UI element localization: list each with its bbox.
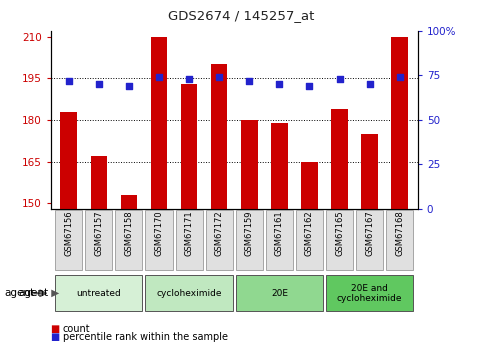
Text: agent: agent [5,288,35,298]
Text: GSM67162: GSM67162 [305,210,314,256]
FancyBboxPatch shape [145,275,233,312]
Point [65,78,72,83]
Point [306,83,313,89]
Text: GDS2674 / 145257_at: GDS2674 / 145257_at [168,9,315,22]
Bar [151,37,167,209]
Point [275,82,283,87]
Bar [331,109,348,209]
Point [245,78,253,83]
Text: 20E: 20E [271,289,288,298]
Point [215,75,223,80]
FancyBboxPatch shape [176,210,203,269]
FancyBboxPatch shape [326,275,413,312]
Text: 20E and
cycloheximide: 20E and cycloheximide [337,284,402,303]
Text: ▶: ▶ [48,288,59,298]
Text: GSM67171: GSM67171 [185,210,194,256]
FancyBboxPatch shape [145,210,172,269]
FancyBboxPatch shape [386,210,413,269]
Point [185,76,193,82]
Text: GSM67167: GSM67167 [365,210,374,256]
Point [155,75,163,80]
Bar [361,134,378,209]
FancyBboxPatch shape [55,210,82,269]
Bar [181,84,198,209]
Text: ■: ■ [51,324,63,334]
FancyBboxPatch shape [206,210,233,269]
FancyBboxPatch shape [236,275,323,312]
FancyBboxPatch shape [115,210,142,269]
Text: untreated: untreated [76,289,121,298]
Text: count: count [63,324,90,334]
Bar [271,123,288,209]
Text: ■: ■ [51,333,63,342]
FancyBboxPatch shape [356,210,383,269]
Bar [91,156,107,209]
FancyBboxPatch shape [85,210,113,269]
Text: GSM67156: GSM67156 [64,210,73,256]
Text: GSM67159: GSM67159 [245,210,254,256]
FancyBboxPatch shape [296,210,323,269]
Text: GSM67170: GSM67170 [155,210,164,256]
Bar [121,195,137,209]
Text: GSM67157: GSM67157 [94,210,103,256]
Text: cycloheximide: cycloheximide [156,289,222,298]
Point [125,83,133,89]
Text: GSM67165: GSM67165 [335,210,344,256]
Text: GSM67161: GSM67161 [275,210,284,256]
Bar [241,120,257,209]
FancyBboxPatch shape [266,210,293,269]
Point [366,82,373,87]
Point [396,75,404,80]
Text: percentile rank within the sample: percentile rank within the sample [63,333,228,342]
Bar [391,37,408,209]
Bar [211,65,227,209]
FancyBboxPatch shape [326,210,353,269]
Text: GSM67158: GSM67158 [125,210,133,256]
Bar [60,111,77,209]
FancyBboxPatch shape [236,210,263,269]
Text: GSM67168: GSM67168 [395,210,404,256]
Text: agent: agent [18,288,48,298]
FancyBboxPatch shape [55,275,142,312]
Point [95,82,103,87]
Bar [301,161,318,209]
Point [336,76,343,82]
Text: GSM67172: GSM67172 [215,210,224,256]
